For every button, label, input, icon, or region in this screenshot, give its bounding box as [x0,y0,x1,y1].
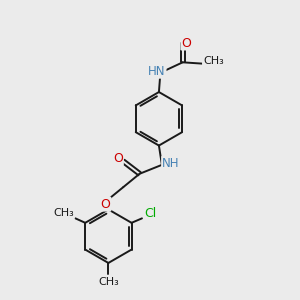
Text: O: O [100,198,110,211]
Text: HN: HN [148,65,166,78]
Text: O: O [113,152,123,165]
Text: CH₃: CH₃ [203,56,224,66]
Text: Cl: Cl [144,207,156,220]
Text: O: O [181,37,191,50]
Text: CH₃: CH₃ [53,208,74,218]
Text: CH₃: CH₃ [98,277,119,287]
Text: NH: NH [162,157,180,170]
